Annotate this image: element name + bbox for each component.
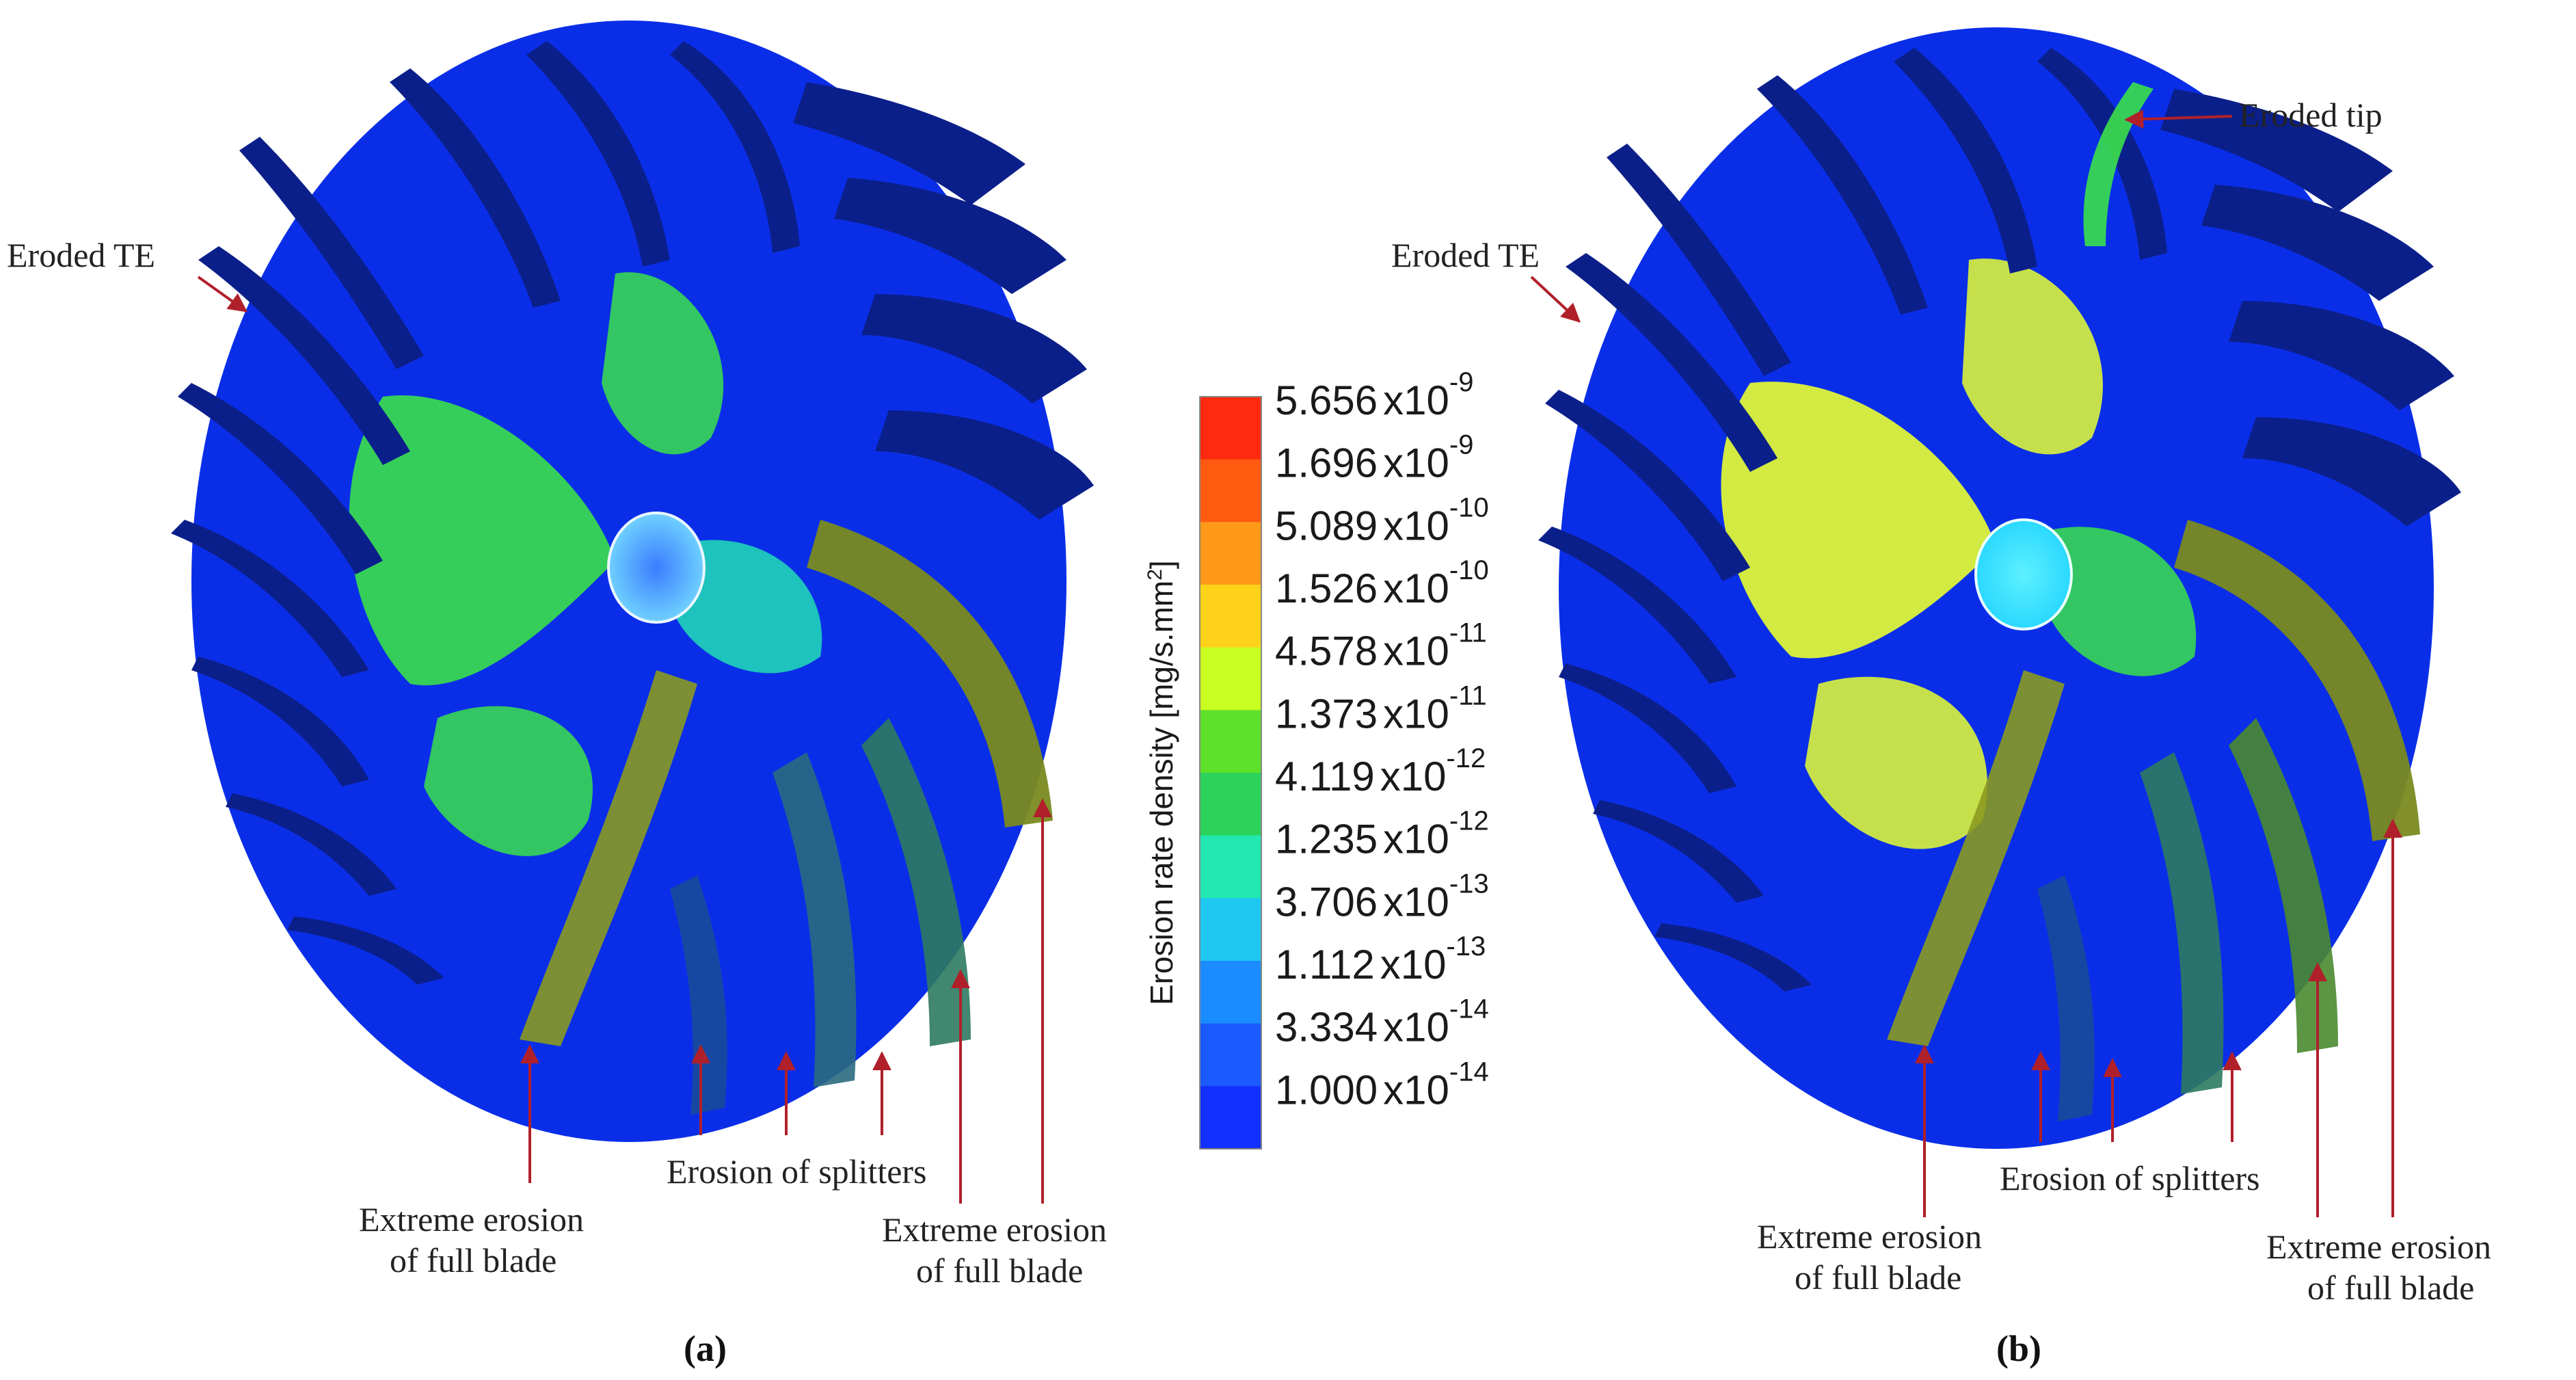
impeller-a-splitter [861, 718, 971, 1046]
colorbar-swatch [1200, 647, 1261, 711]
label-extreme-right-b-2: of full blade [2307, 1269, 2474, 1307]
colorbar-swatch [1200, 522, 1261, 585]
label-extreme-left-a-2: of full blade [390, 1241, 556, 1279]
colorbar-swatch [1200, 710, 1261, 773]
colorbar-swatch [1200, 397, 1261, 460]
impeller-b-erosion-zone [1962, 258, 2103, 455]
label-extreme-right-a-2: of full blade [916, 1251, 1083, 1290]
colorbar-tick-label: 4.119 x10-12 [1275, 743, 1486, 799]
impeller-b-splitter [2037, 875, 2095, 1122]
impeller-a-erosion-zone [349, 395, 615, 686]
colorbar-swatch [1200, 1023, 1261, 1087]
label-extreme-right-a-1: Extreme erosion [882, 1210, 1107, 1249]
arrow-eroded-tip-b [2124, 109, 2233, 129]
label-extreme-left-b-2: of full blade [1795, 1258, 1961, 1297]
arrow-eroded-te-a [197, 276, 248, 313]
colorbar-swatch [1200, 898, 1261, 961]
colorbar-tick-label: 1.526 x10-10 [1275, 555, 1489, 611]
impeller-a-erosion-zone [424, 706, 593, 856]
impeller-b-erosion-zone [1721, 382, 1996, 659]
colorbar-swatch [1200, 459, 1261, 522]
panel-label-b: (b) [1996, 1328, 2041, 1369]
colorbar-tick-label: 5.656 x10-9 [1275, 367, 1473, 423]
impeller-a-hub [607, 512, 706, 624]
impeller-b-eroded-tip [2083, 82, 2154, 246]
impeller-a-splitter [670, 875, 727, 1115]
colorbar-tick-label: 1.373 x10-11 [1275, 680, 1487, 737]
label-splitters-b: Erosion of splitters [2000, 1159, 2260, 1197]
colorbar-tick-label: 3.334 x10-14 [1275, 994, 1489, 1050]
colorbar-tick-label: 5.089 x10-10 [1275, 492, 1489, 548]
colorbar-tick-label: 4.578 x10-11 [1275, 618, 1487, 674]
impeller-b-eroded-full-blade [1887, 670, 2065, 1046]
label-extreme-left-a-1: Extreme erosion [359, 1200, 584, 1238]
colorbar-tick-label: 1.112 x10-13 [1275, 931, 1486, 987]
annotations-a: Eroded TE Extreme erosion of full blade … [7, 236, 1107, 1369]
colorbar-frame [1199, 396, 1262, 1150]
impeller-b-erosion-zone [2037, 527, 2197, 676]
impeller-a-blade-tips [793, 82, 1094, 520]
impeller-a-erosion-zone [670, 540, 822, 674]
colorbar-labels: 5.656 x10-9 1.696 x10-9 5.089 x10-10 1.526 x10-… [1275, 367, 1489, 1113]
label-eroded-te-b: Eroded TE [1391, 236, 1540, 274]
impeller-b-erosion-zone [1805, 676, 1987, 849]
label-eroded-tip-b: Eroded tip [2239, 96, 2383, 134]
arrow-eroded-te-b [1530, 276, 1581, 323]
colorbar-swatch [1200, 585, 1261, 648]
colorbar-swatch [1200, 1086, 1261, 1150]
panel-label-a: (a) [684, 1328, 727, 1369]
impeller-b-hub [1974, 518, 2073, 631]
label-extreme-left-b-1: Extreme erosion [1757, 1217, 1982, 1256]
label-splitters-a: Erosion of splitters [667, 1152, 927, 1191]
impeller-b-blades [1538, 48, 2167, 992]
colorbar-tick-label: 1.235 x10-12 [1275, 806, 1489, 862]
impeller-a-erosion-zone [602, 272, 724, 455]
impeller-b-splitter [2140, 752, 2224, 1094]
label-eroded-te-a: Eroded TE [7, 236, 155, 274]
impeller-b-eroded-full-blade [2174, 520, 2420, 841]
colorbar-swatch [1200, 961, 1261, 1024]
colorbar-swatches [1199, 396, 1262, 1150]
colorbar-swatch [1200, 835, 1261, 899]
impeller-b [1538, 27, 2461, 1149]
impeller-a-splitter [773, 752, 857, 1087]
colorbar-tick-label: 1.000 x10-14 [1275, 1057, 1489, 1113]
colorbar-tick-label: 1.696 x10-9 [1275, 430, 1473, 486]
impeller-a [171, 21, 1094, 1142]
colorbar-title: Erosion rate density [mg/s.mm2] [1144, 560, 1179, 1005]
colorbar-tick-label: 3.706 x10-13 [1275, 868, 1489, 925]
colorbar-swatch [1200, 773, 1261, 836]
annotations-b: Eroded TE Eroded tip Extreme erosion of … [1391, 96, 2491, 1369]
colorbar: Erosion rate density [mg/s.mm2] 5.656 x10… [1144, 367, 1489, 1150]
impeller-a-eroded-full-blade [807, 520, 1053, 827]
label-extreme-right-b-1: Extreme erosion [2266, 1228, 2491, 1266]
impeller-a-eroded-full-blade [520, 670, 697, 1046]
impeller-a-blades [171, 41, 800, 985]
impeller-b-blade-tips [2160, 89, 2461, 527]
